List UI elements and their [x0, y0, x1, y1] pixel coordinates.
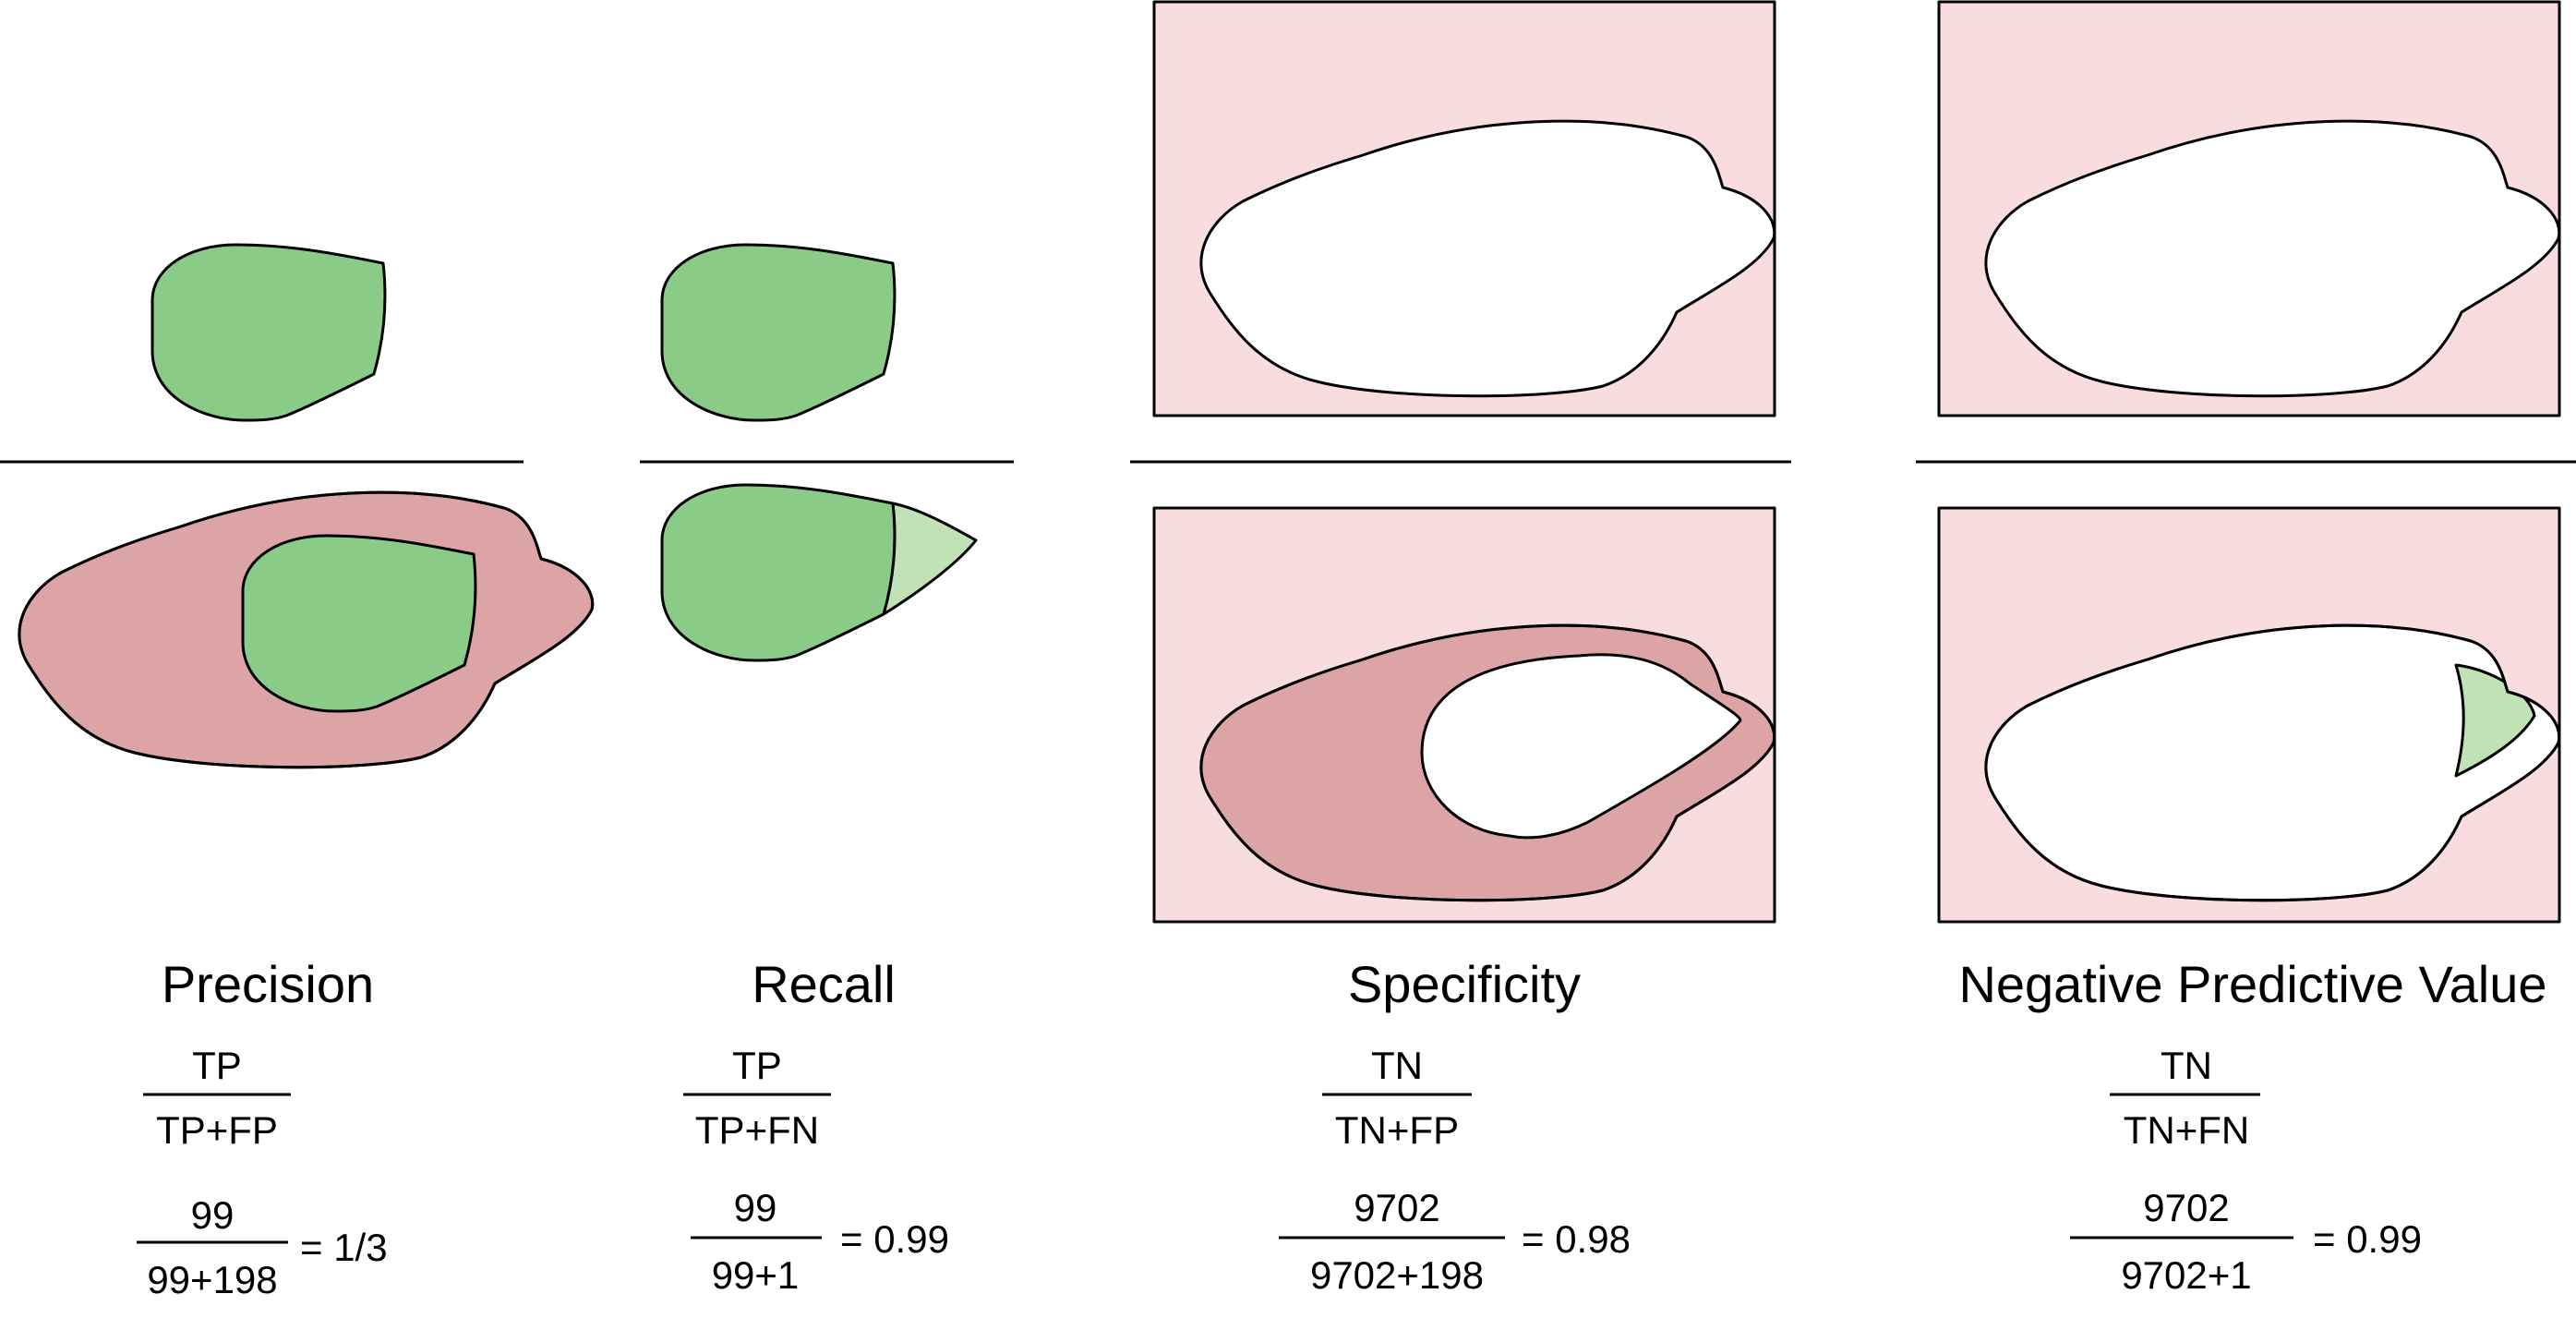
true-positive-region: [660, 243, 897, 422]
npv-numerator-figure: [1937, 0, 2561, 417]
specificity-denominator-figure: [1152, 506, 1776, 924]
npv-title: Negative Predictive Value: [1958, 955, 2546, 1013]
true-positive-region: [150, 243, 387, 422]
recall-example-denominator: 99+1: [712, 1253, 800, 1297]
precision-panel: [0, 243, 595, 769]
recall-example-result: = 0.99: [840, 1217, 949, 1261]
npv-formula-numerator: TN: [2161, 1044, 2212, 1087]
recall-panel: [640, 243, 1014, 662]
npv-example-denominator: 9702+1: [2121, 1253, 2251, 1297]
npv-panel: [1916, 0, 2576, 924]
npv-denominator-figure: [1937, 506, 2561, 924]
npv-formula-denominator: TN+FN: [2124, 1108, 2250, 1152]
specificity-example-denominator: 9702+198: [1310, 1253, 1484, 1297]
specificity-formula-denominator: TN+FP: [1335, 1108, 1459, 1152]
precision-denominator-figure: [18, 490, 595, 769]
specificity-title: Specificity: [1348, 955, 1581, 1013]
specificity-panel: [1130, 0, 1791, 924]
recall-numerator-figure: [660, 243, 897, 422]
npv-example-numerator: 9702: [2143, 1186, 2229, 1229]
recall-formula-denominator: TP+FN: [695, 1108, 819, 1152]
precision-example-result: = 1/3: [300, 1226, 388, 1269]
specificity-numerator-figure: [1152, 0, 1776, 417]
npv-example-result: = 0.99: [2313, 1217, 2422, 1261]
specificity-example-result: = 0.98: [1522, 1217, 1631, 1261]
true-negative-region: [1420, 653, 1742, 840]
precision-title: Precision: [162, 955, 374, 1013]
specificity-example-numerator: 9702: [1354, 1186, 1439, 1229]
recall-example-numerator: 99: [734, 1186, 777, 1229]
specificity-formula-numerator: TN: [1371, 1044, 1423, 1087]
recall-title: Recall: [752, 955, 896, 1013]
precision-example-denominator: 99+198: [147, 1258, 277, 1301]
true-positive-region: [660, 483, 897, 662]
precision-formula-denominator: TP+FP: [156, 1108, 278, 1152]
precision-example-numerator: 99: [191, 1193, 235, 1237]
recall-formula-numerator: TP: [732, 1044, 782, 1087]
precision-formula-numerator: TP: [192, 1044, 242, 1087]
recall-denominator-figure: [660, 483, 978, 662]
precision-numerator-figure: [150, 243, 387, 422]
false-negative-region: [882, 502, 978, 616]
